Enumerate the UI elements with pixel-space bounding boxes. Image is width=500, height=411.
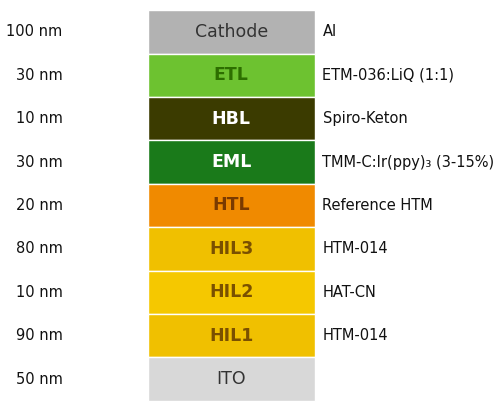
Text: 90 nm: 90 nm	[16, 328, 62, 343]
Text: EML: EML	[211, 153, 252, 171]
Bar	[148, 97, 315, 141]
Text: TMM-C:Ir(ppy)₃ (3-15%): TMM-C:Ir(ppy)₃ (3-15%)	[322, 155, 494, 170]
Bar	[148, 270, 315, 314]
Text: Cathode: Cathode	[194, 23, 268, 41]
Text: HIL2: HIL2	[209, 283, 254, 301]
Text: HIL3: HIL3	[209, 240, 254, 258]
Bar	[148, 357, 315, 401]
Bar	[148, 10, 315, 54]
Text: 80 nm: 80 nm	[16, 241, 62, 256]
Bar	[148, 184, 315, 227]
Text: HAT-CN: HAT-CN	[322, 285, 376, 300]
Bar	[148, 227, 315, 270]
Text: 20 nm: 20 nm	[16, 198, 62, 213]
Text: 10 nm: 10 nm	[16, 111, 62, 126]
Bar	[148, 314, 315, 357]
Text: 100 nm: 100 nm	[6, 25, 62, 39]
Text: HIL1: HIL1	[209, 327, 254, 345]
Text: Spiro-Keton: Spiro-Keton	[322, 111, 407, 126]
Text: 30 nm: 30 nm	[16, 68, 62, 83]
Bar	[148, 54, 315, 97]
Text: ETM-036:LiQ (1:1): ETM-036:LiQ (1:1)	[322, 68, 454, 83]
Text: 10 nm: 10 nm	[16, 285, 62, 300]
Text: HTM-014: HTM-014	[322, 328, 388, 343]
Text: 50 nm: 50 nm	[16, 372, 62, 386]
Bar	[148, 141, 315, 184]
Text: 30 nm: 30 nm	[16, 155, 62, 170]
Text: HTL: HTL	[212, 196, 250, 215]
Text: Reference HTM: Reference HTM	[322, 198, 433, 213]
Text: ETL: ETL	[214, 66, 248, 84]
Text: HBL: HBL	[212, 110, 251, 128]
Text: HTM-014: HTM-014	[322, 241, 388, 256]
Text: ITO: ITO	[216, 370, 246, 388]
Text: Al: Al	[322, 25, 336, 39]
